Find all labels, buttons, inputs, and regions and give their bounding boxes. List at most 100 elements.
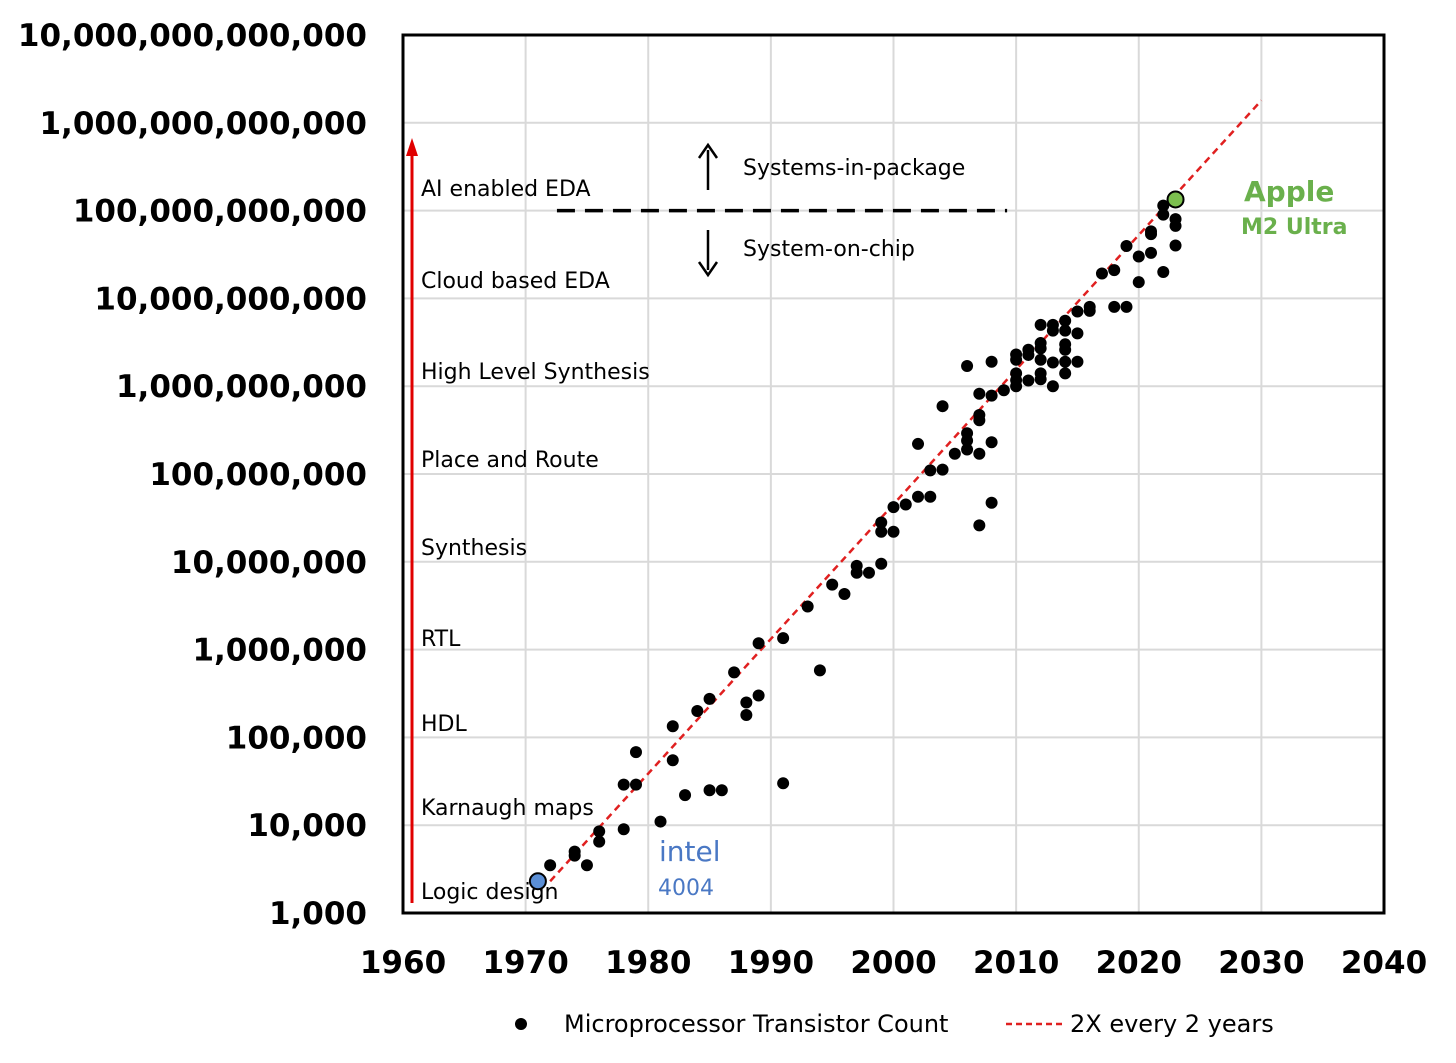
data-point — [1108, 264, 1121, 277]
data-point — [617, 823, 630, 836]
data-point — [1145, 246, 1158, 259]
data-point — [1022, 343, 1035, 356]
data-point — [801, 600, 814, 613]
data-point — [752, 689, 765, 702]
y-tick-label: 10,000,000,000 — [94, 281, 367, 317]
data-point — [728, 666, 741, 679]
intel-4004-point — [528, 872, 547, 891]
trend-line-series — [549, 99, 1263, 883]
highlighted-chips: intel 4004 Apple M2 Ultra — [528, 175, 1347, 901]
data-point — [887, 525, 900, 538]
intel-4004-label: 4004 — [658, 876, 714, 901]
data-point — [617, 778, 630, 791]
data-point — [850, 559, 863, 572]
data-point — [1071, 355, 1084, 368]
apple-label: Apple — [1244, 175, 1334, 208]
data-point — [912, 437, 925, 450]
data-point — [740, 708, 753, 721]
x-tick-label: 1960 — [360, 945, 446, 981]
data-point — [875, 557, 888, 570]
data-point — [1132, 250, 1145, 263]
y-tick-label: 100,000,000 — [149, 457, 367, 493]
data-point — [629, 746, 642, 759]
data-point — [985, 436, 998, 449]
up-arrow-head — [697, 142, 719, 159]
y-tick-label: 1,000,000,000,000 — [39, 106, 367, 142]
stage-arrow-head — [406, 138, 418, 156]
data-point — [1059, 355, 1072, 368]
data-point — [593, 835, 606, 848]
data-point — [777, 777, 790, 790]
data-point — [1046, 318, 1059, 331]
data-point — [1071, 305, 1084, 318]
data-point — [899, 498, 912, 511]
design-stage-label: High Level Synthesis — [421, 360, 650, 385]
y-axis-tick-labels: 1,000 10,000 100,000 1,000,000 10,000,000 100… — [18, 18, 367, 932]
down-arrow-head — [697, 261, 719, 278]
y-tick-label: 1,000 — [269, 896, 367, 932]
data-point — [1157, 208, 1170, 221]
data-point — [1169, 239, 1182, 252]
y-tick-label: 1,000,000 — [192, 633, 367, 669]
data-point — [1083, 300, 1096, 313]
data-point — [875, 525, 888, 538]
data-point — [1059, 314, 1072, 327]
trend-line — [549, 99, 1263, 883]
data-point — [1010, 367, 1023, 380]
x-tick-label: 2030 — [1218, 945, 1304, 981]
data-point — [1034, 337, 1047, 350]
apple-m2-ultra-point — [1166, 190, 1185, 209]
data-point — [629, 778, 642, 791]
data-point — [715, 784, 728, 797]
x-axis-tick-labels: 1960 1970 1980 1990 2000 2010 2020 2030 2040 — [360, 945, 1427, 981]
data-point — [973, 387, 986, 400]
data-point — [1059, 338, 1072, 351]
data-point — [568, 845, 581, 858]
x-tick-label: 2000 — [850, 945, 936, 981]
data-point — [973, 519, 986, 532]
data-point — [1046, 380, 1059, 393]
legend-marker-transistor-count — [515, 1018, 527, 1030]
data-point — [1046, 356, 1059, 369]
design-stage-label: Synthesis — [421, 536, 527, 561]
data-point — [1034, 318, 1047, 331]
data-point — [997, 384, 1010, 397]
y-tick-label: 100,000 — [226, 720, 367, 756]
data-point — [740, 696, 753, 709]
data-point — [985, 496, 998, 509]
x-tick-label: 2010 — [973, 945, 1059, 981]
data-point — [1169, 213, 1182, 226]
design-stage-label: Place and Route — [421, 448, 599, 473]
x-tick-label: 2020 — [1096, 945, 1182, 981]
data-point — [691, 704, 704, 717]
y-tick-label: 10,000 — [247, 808, 367, 844]
data-point — [826, 578, 839, 591]
x-tick-label: 1970 — [482, 945, 568, 981]
data-point — [985, 355, 998, 368]
data-point — [777, 632, 790, 645]
data-point — [948, 447, 961, 460]
data-point — [973, 408, 986, 421]
data-point — [679, 789, 692, 802]
data-point — [1120, 239, 1133, 252]
legend: Microprocessor Transistor Count 2X every … — [515, 1010, 1274, 1038]
intel-label: intel — [659, 835, 721, 868]
data-point — [875, 516, 888, 529]
plot-frame — [401, 33, 1386, 915]
data-point — [580, 859, 593, 872]
data-point — [1157, 199, 1170, 212]
data-point — [1157, 265, 1170, 278]
data-point — [912, 490, 925, 503]
data-point — [1095, 267, 1108, 280]
data-point — [862, 566, 875, 579]
design-stage-label: Cloud based EDA — [421, 269, 610, 294]
apple-m2-ultra-label: M2 Ultra — [1241, 215, 1347, 240]
data-point — [593, 825, 606, 838]
design-stage-label: RTL — [421, 627, 461, 652]
systems-in-package-label: Systems-in-package — [743, 156, 965, 181]
data-point — [924, 464, 937, 477]
data-point — [961, 427, 974, 440]
data-point — [1145, 225, 1158, 238]
